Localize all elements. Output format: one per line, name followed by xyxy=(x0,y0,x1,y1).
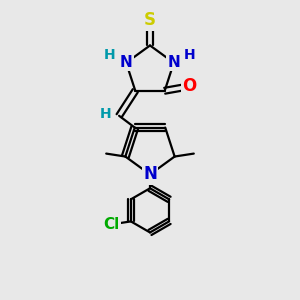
Text: H: H xyxy=(184,48,196,62)
Text: N: N xyxy=(167,55,180,70)
Text: N: N xyxy=(120,55,133,70)
Text: H: H xyxy=(100,107,112,121)
Text: Cl: Cl xyxy=(103,217,120,232)
Text: H: H xyxy=(104,48,116,62)
Text: O: O xyxy=(183,77,197,95)
Text: S: S xyxy=(144,11,156,29)
Text: N: N xyxy=(143,165,157,183)
